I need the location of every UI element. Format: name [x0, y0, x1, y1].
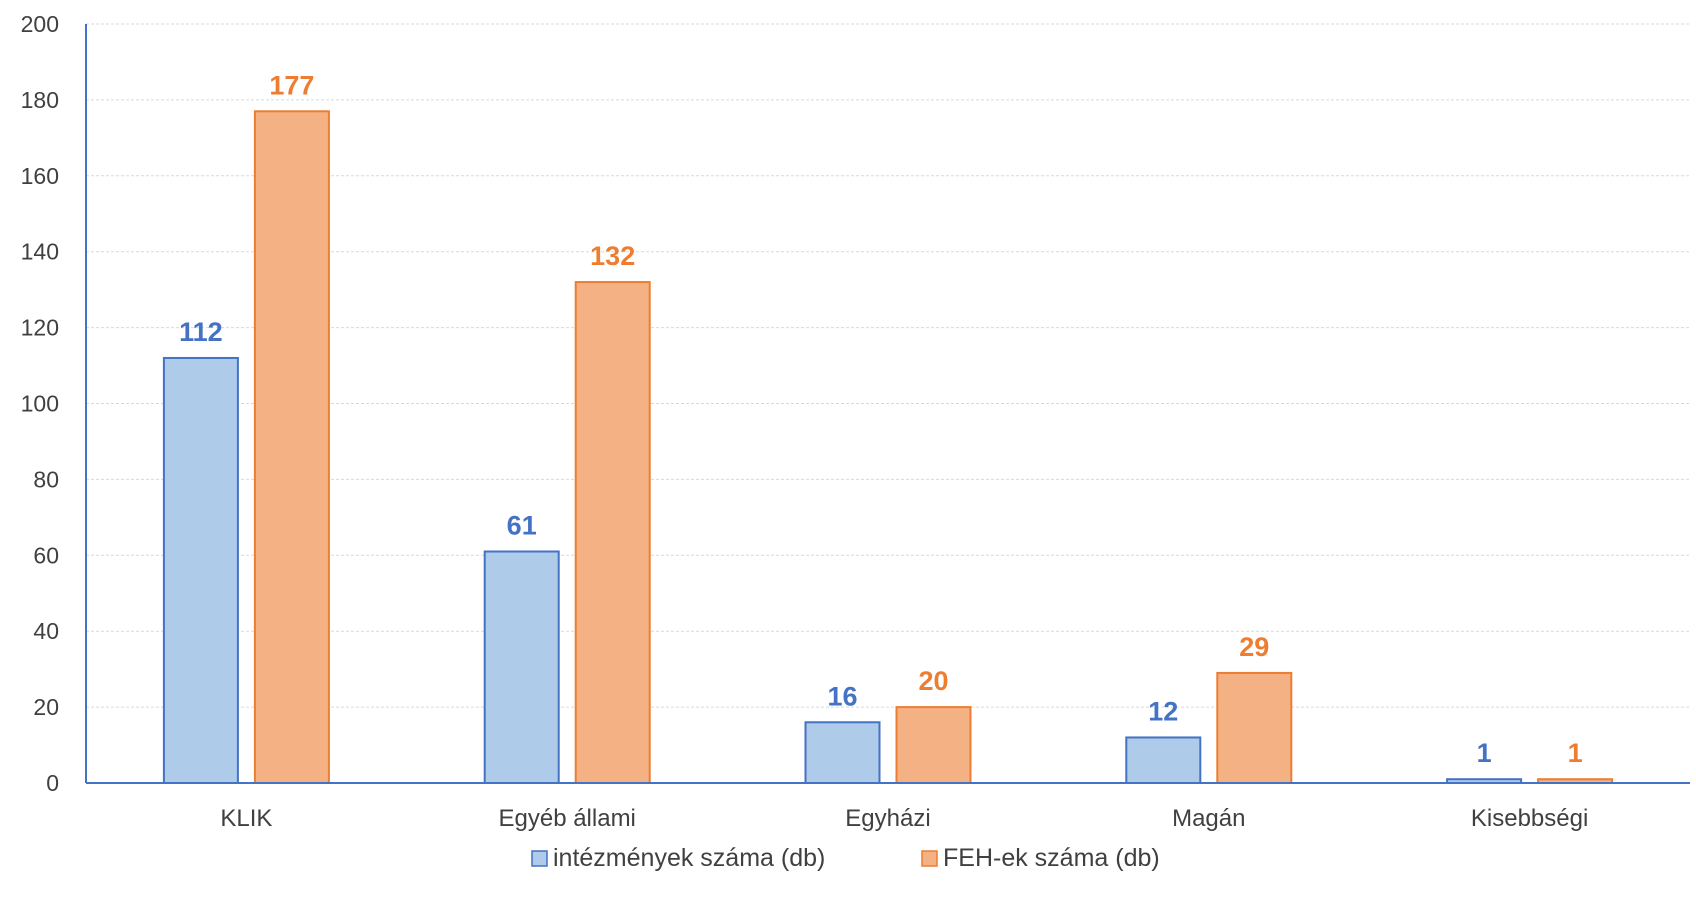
x-category-label: Kisebbségi: [1471, 805, 1588, 832]
bar-intezmenyek-2: [804, 721, 881, 785]
gridlines: [86, 23, 1690, 708]
data-label: 1: [1477, 738, 1492, 768]
x-category-label: Egyéb állami: [498, 805, 635, 832]
data-label: 132: [590, 241, 635, 271]
x-category-label: KLIK: [220, 805, 272, 832]
y-tick-label: 60: [33, 542, 59, 568]
y-tick-label: 20: [33, 694, 59, 720]
y-tick-label: 140: [21, 239, 59, 265]
legend-label: intézmények száma (db): [553, 844, 825, 872]
legend-label: FEH-ek száma (db): [943, 844, 1160, 872]
bar-feh-0: [253, 110, 330, 785]
data-labels: 112 177 61 132 16 20 12 29 1 1: [179, 70, 1582, 768]
axes: [85, 24, 1690, 784]
data-label: 20: [918, 666, 948, 696]
x-axis-categories: KLIK Egyéb állami Egyházi Magán Kisebbségi: [220, 805, 1588, 832]
bar-intezmenyek-1: [483, 550, 560, 784]
y-tick-label: 200: [21, 11, 59, 37]
data-label: 12: [1148, 696, 1178, 726]
bar-intezmenyek-3: [1125, 736, 1202, 785]
bar-feh-1: [574, 281, 651, 784]
y-tick-label: 100: [21, 391, 59, 417]
bar-feh-2: [895, 706, 972, 784]
legend-swatch: [921, 850, 938, 867]
y-tick-label: 80: [33, 466, 59, 492]
x-category-label: Magán: [1172, 805, 1245, 832]
data-label: 61: [507, 511, 537, 541]
y-tick-label: 120: [21, 315, 59, 341]
x-category-label: Egyházi: [845, 805, 930, 832]
legend: intézmények száma (db) FEH-ek száma (db): [531, 844, 1160, 872]
y-tick-label: 160: [21, 163, 59, 189]
bar-feh-3: [1216, 671, 1293, 785]
y-tick-label: 40: [33, 618, 59, 644]
legend-swatch: [531, 850, 548, 867]
data-label: 1: [1568, 738, 1583, 768]
bars: [162, 110, 1614, 785]
y-tick-label: 0: [46, 770, 59, 796]
data-label: 16: [827, 681, 857, 711]
data-label: 112: [179, 317, 223, 347]
y-tick-label: 180: [21, 87, 59, 113]
bar-intezmenyek-0: [162, 356, 239, 784]
y-axis-ticks: 0 20 40 60 80 100 120 140 160 180 200: [21, 11, 59, 796]
data-label: 177: [269, 70, 314, 100]
data-label: 29: [1239, 632, 1269, 662]
